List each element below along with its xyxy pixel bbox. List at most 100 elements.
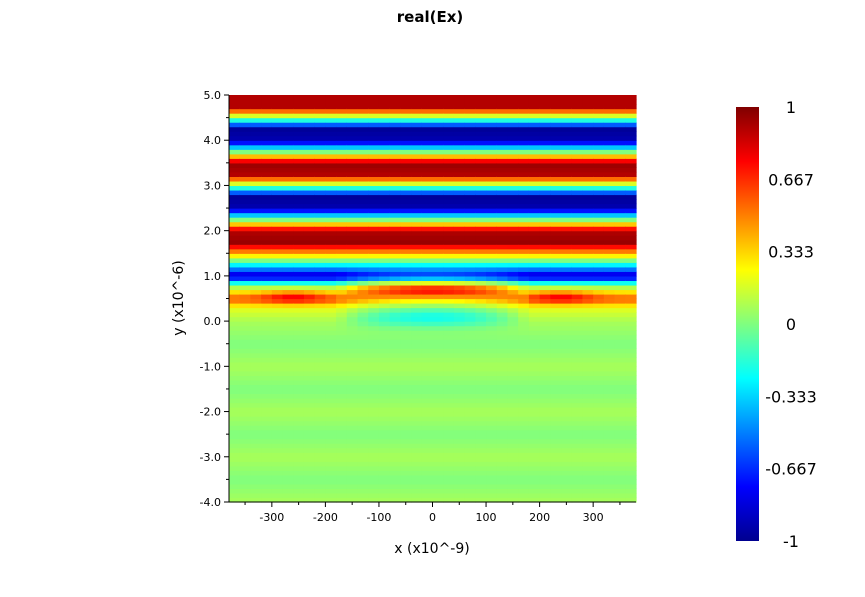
heatmap-cell <box>496 203 509 209</box>
heatmap-cell <box>303 144 316 150</box>
heatmap-cell <box>486 185 498 191</box>
heatmap-cell <box>507 361 519 367</box>
heatmap-cell <box>539 434 551 440</box>
heatmap-cell <box>539 162 551 168</box>
heatmap-cell <box>571 235 584 241</box>
heatmap-cell <box>378 284 391 291</box>
heatmap-cell <box>357 411 369 417</box>
heatmap-cell <box>378 144 391 150</box>
heatmap-cell <box>282 104 294 110</box>
heatmap-cell <box>453 379 466 386</box>
heatmap-cell <box>561 217 573 223</box>
heatmap-cell <box>443 456 455 462</box>
heatmap-cell <box>229 316 241 322</box>
heatmap-cell <box>453 248 466 254</box>
heatmap-cell <box>550 144 562 150</box>
heatmap-cell <box>625 461 637 467</box>
heatmap-cell <box>614 203 626 209</box>
heatmap-cell <box>303 348 316 354</box>
heatmap-cell <box>282 239 294 245</box>
heatmap-cell <box>582 470 594 476</box>
heatmap-cell <box>400 479 412 485</box>
heatmap-cell <box>293 366 305 372</box>
heatmap-cell <box>421 393 434 399</box>
heatmap-cell <box>411 144 423 150</box>
heatmap-cell <box>368 262 380 268</box>
heatmap-cell <box>507 176 519 182</box>
heatmap-cell <box>443 438 455 444</box>
heatmap-cell <box>229 113 241 119</box>
heatmap-cell <box>271 239 284 245</box>
heatmap-cell <box>421 443 434 449</box>
heatmap-cell <box>593 244 605 250</box>
heatmap-cell <box>486 140 498 146</box>
heatmap-cell <box>293 122 305 128</box>
heatmap-cell <box>357 126 369 132</box>
heatmap-cell <box>368 438 380 444</box>
heatmap-cell <box>378 104 391 110</box>
heatmap-cell <box>625 144 637 150</box>
heatmap-cell <box>389 375 401 381</box>
heatmap-cell <box>325 293 337 300</box>
heatmap-cell <box>400 497 412 503</box>
heatmap-cell <box>239 140 252 146</box>
heatmap-cell <box>550 262 562 268</box>
heatmap-cell <box>389 312 401 318</box>
heatmap-cell <box>625 420 637 426</box>
heatmap-cell <box>411 230 423 236</box>
heatmap-cell <box>325 271 337 277</box>
heatmap-cell <box>582 434 594 440</box>
heatmap-cell <box>293 140 305 146</box>
heatmap-cell <box>507 149 519 155</box>
heatmap-cell <box>550 411 562 417</box>
heatmap-cell <box>603 325 616 331</box>
heatmap-cell <box>518 465 530 471</box>
heatmap-cell <box>432 185 444 191</box>
heatmap-cell <box>550 429 562 435</box>
heatmap-cell <box>528 307 541 313</box>
heatmap-cell <box>250 497 262 503</box>
heatmap-cell <box>368 334 380 340</box>
heatmap-cell <box>282 180 294 187</box>
heatmap-cell <box>346 266 359 272</box>
heatmap-cell <box>389 443 401 449</box>
heatmap-cell <box>346 397 359 404</box>
heatmap-cell <box>357 162 369 168</box>
heatmap-cell <box>357 289 369 295</box>
heatmap-cell <box>432 203 444 209</box>
heatmap-cell <box>250 289 262 295</box>
heatmap-cell <box>421 488 434 494</box>
heatmap-cell <box>507 334 519 340</box>
heatmap-cell <box>271 479 284 485</box>
heatmap-cell <box>411 280 423 286</box>
heatmap-cell <box>539 257 551 263</box>
heatmap-cell <box>593 217 605 223</box>
heatmap-cell <box>518 370 530 376</box>
heatmap-cell <box>336 271 348 277</box>
heatmap-cell <box>421 497 434 503</box>
heatmap-cell <box>411 397 423 404</box>
heatmap-cell <box>346 122 359 128</box>
heatmap-cell <box>357 474 369 480</box>
heatmap-cell <box>475 284 487 291</box>
heatmap-cell <box>464 416 476 422</box>
heatmap-cell <box>453 271 466 277</box>
heatmap-cell <box>368 189 380 196</box>
heatmap-cell <box>378 244 391 250</box>
heatmap-cell <box>250 230 262 236</box>
heatmap-cell <box>496 126 509 132</box>
heatmap-cell <box>314 262 326 268</box>
heatmap-cell <box>271 140 284 146</box>
heatmap-cell <box>229 388 241 395</box>
heatmap-cell <box>550 361 562 367</box>
heatmap-cell <box>518 334 530 340</box>
heatmap-cell <box>282 158 294 164</box>
heatmap-cell <box>486 113 498 119</box>
heatmap-cell <box>378 357 391 363</box>
heatmap-cell <box>378 217 391 223</box>
heatmap-cell <box>518 474 530 480</box>
heatmap-cell <box>593 117 605 123</box>
heatmap-cell <box>518 126 530 132</box>
heatmap-cell <box>507 153 519 159</box>
heatmap-cell <box>325 420 337 426</box>
